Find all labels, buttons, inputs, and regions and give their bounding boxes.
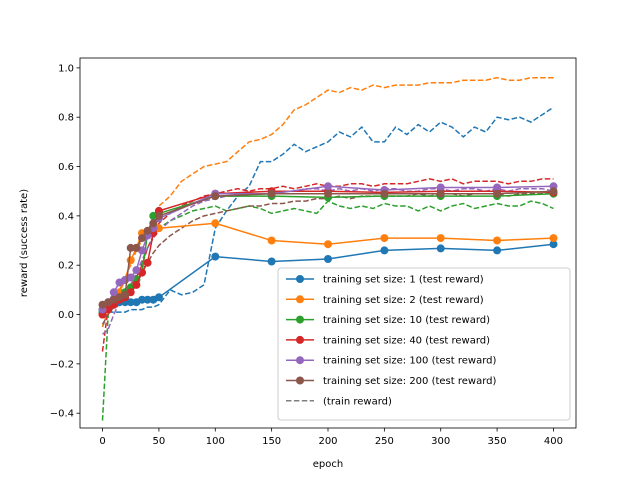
data-point-series-5-15 (436, 189, 445, 198)
data-point-series-0-5 (126, 298, 135, 307)
data-point-series-1-13 (324, 240, 332, 249)
x-axis-label: epoch (313, 459, 343, 470)
data-point-series-0-7 (138, 295, 146, 304)
x-tick-label-7: 350 (488, 436, 507, 447)
data-point-series-5-16 (493, 189, 502, 198)
legend-marker-4 (296, 356, 304, 365)
x-tick-label-0: 0 (99, 436, 105, 447)
legend-label-3: training set size: 40 (test reward) (323, 335, 490, 346)
data-point-series-5-5 (126, 243, 135, 252)
y-tick-label-6: 0.8 (58, 113, 74, 124)
plot-area (98, 76, 558, 421)
data-point-series-5-7 (138, 234, 146, 243)
data-point-series-0-13 (324, 255, 332, 263)
x-tick-label-5: 250 (375, 436, 394, 447)
x-axis: 0 50 100 150 200 250 300 350 400 (99, 428, 563, 447)
legend-label-4: training set size: 100 (test reward) (323, 356, 497, 367)
y-tick-label-7: 1.0 (58, 63, 74, 74)
data-point-series-1-16 (493, 236, 502, 245)
data-point-series-5-4 (121, 290, 130, 299)
legend-marker-5 (296, 376, 304, 385)
y-axis: −0.4 −0.2 0.0 0.2 0.4 0.6 0.8 1.0 (50, 63, 80, 420)
x-tick-label-1: 50 (153, 436, 166, 447)
data-point-series-3-1 (104, 305, 113, 314)
data-point-series-1-12 (267, 236, 276, 245)
train-line-series-3 (101, 178, 554, 352)
data-point-series-0-14 (380, 246, 389, 255)
data-point-series-5-12 (267, 189, 276, 198)
x-tick-label-6: 300 (431, 436, 450, 447)
legend-marker-2 (296, 315, 304, 324)
data-point-series-0-12 (267, 257, 276, 266)
legend-label-5: training set size: 200 (test reward) (323, 376, 497, 387)
data-point-series-0-15 (436, 244, 445, 253)
y-axis-label: reward (success rate) (19, 189, 30, 297)
y-tick-label-3: 0.2 (58, 261, 74, 272)
data-point-series-5-9 (149, 219, 158, 228)
data-point-series-3-8 (143, 258, 152, 267)
legend: training set size: 1 (test reward) traini… (277, 267, 571, 421)
y-tick-label-1: −0.2 (50, 359, 74, 370)
train-line-series-0 (101, 106, 554, 328)
legend-label-6: (train reward) (323, 396, 392, 407)
data-point-series-4-5 (126, 273, 135, 282)
data-point-series-5-11 (211, 192, 220, 201)
legend-label-1: training set size: 2 (test reward) (323, 295, 484, 306)
data-point-series-5-10 (154, 211, 163, 220)
data-point-series-1-11 (211, 219, 220, 228)
data-point-series-5-14 (380, 189, 389, 198)
x-tick-label-2: 100 (206, 436, 225, 447)
x-tick-label-8: 400 (544, 436, 563, 447)
data-point-series-5-6 (132, 243, 141, 252)
data-point-series-5-8 (143, 226, 152, 235)
legend-box (277, 267, 571, 421)
data-point-series-0-10 (154, 293, 163, 302)
y-tick-label-5: 0.6 (58, 162, 74, 173)
data-point-series-4-2 (109, 288, 118, 297)
legend-label-2: training set size: 10 (test reward) (323, 315, 490, 326)
data-point-series-0-8 (143, 295, 152, 304)
data-point-series-1-14 (380, 234, 389, 243)
data-point-series-4-15 (436, 183, 445, 192)
data-point-series-1-5 (126, 256, 135, 265)
data-point-series-5-13 (324, 189, 332, 198)
data-point-series-0-11 (211, 252, 220, 261)
x-tick-label-3: 150 (262, 436, 281, 447)
legend-marker-0 (296, 275, 304, 283)
y-tick-label-4: 0.4 (58, 211, 74, 222)
data-point-series-1-10 (154, 224, 163, 233)
x-tick-label-4: 200 (318, 436, 337, 447)
data-point-series-1-15 (436, 234, 445, 243)
data-point-series-4-6 (132, 266, 141, 275)
legend-marker-1 (296, 295, 304, 304)
y-tick-label-2: 0.0 (58, 310, 74, 321)
data-point-series-0-16 (493, 246, 502, 255)
data-point-series-1-17 (549, 234, 558, 243)
data-point-series-4-13 (324, 182, 332, 191)
data-point-series-3-6 (132, 280, 141, 289)
data-point-series-5-17 (549, 187, 558, 196)
data-point-series-0-17 (549, 240, 558, 249)
legend-marker-3 (296, 335, 304, 344)
legend-label-0: training set size: 1 (test reward) (323, 275, 484, 286)
data-point-series-4-16 (493, 183, 502, 192)
y-tick-label-0: −0.4 (50, 409, 74, 420)
